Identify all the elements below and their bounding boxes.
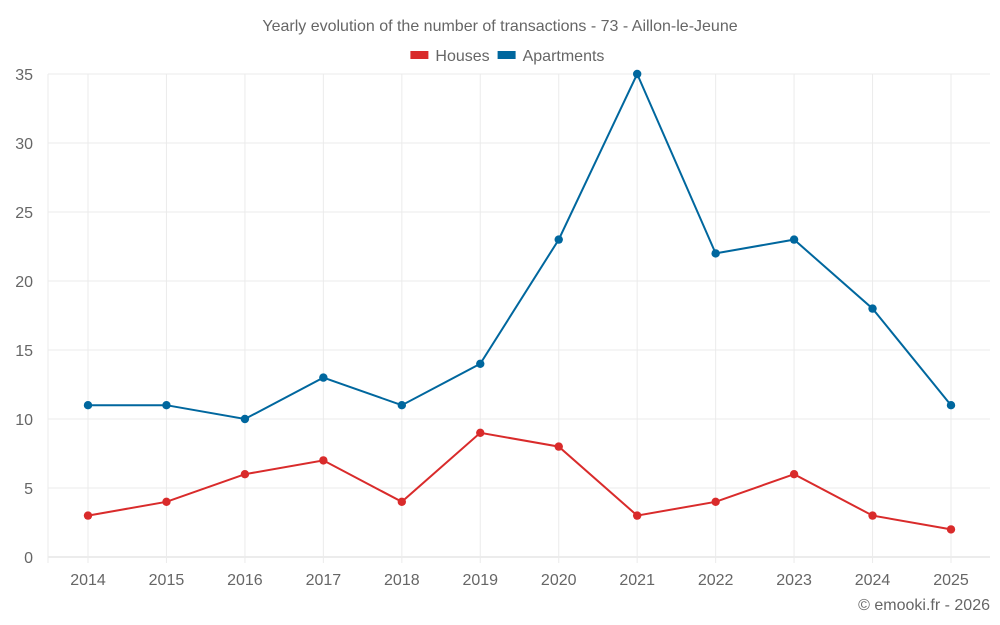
series-lines: [83, 69, 956, 534]
x-tick-label: 2023: [776, 572, 812, 589]
data-point[interactable]: [868, 511, 877, 520]
y-tick-label: 0: [24, 550, 33, 567]
data-point[interactable]: [397, 401, 407, 410]
series-line: [87, 431, 952, 531]
data-point[interactable]: [83, 401, 93, 410]
legend: Houses Apartments: [410, 48, 604, 65]
grid: [47, 73, 990, 563]
x-tick-label: 2015: [149, 572, 185, 589]
legend-label: Apartments: [523, 48, 605, 65]
data-point[interactable]: [789, 235, 799, 244]
x-tick-label: 2016: [227, 572, 263, 589]
x-tick-label: 2018: [384, 572, 420, 589]
chart-title: Yearly evolution of the number of transa…: [262, 18, 737, 35]
legend-item-houses[interactable]: Houses: [410, 48, 490, 65]
data-point[interactable]: [946, 525, 956, 534]
x-tick-label: 2019: [462, 572, 498, 589]
x-axis: 2014 2015 2016 2017 2018 2019 2020 2021 2022 2023…: [70, 572, 969, 589]
data-point[interactable]: [476, 359, 485, 368]
y-tick-label: 5: [24, 481, 33, 498]
y-tick-label: 25: [15, 205, 33, 222]
x-tick-label: 2025: [933, 572, 969, 589]
data-point[interactable]: [946, 401, 956, 410]
data-point[interactable]: [868, 304, 877, 313]
series-line: [88, 71, 952, 421]
y-axis: 0 5 10 15 20 25 30 35: [15, 67, 33, 567]
x-tick-label: 2020: [541, 572, 577, 589]
data-point[interactable]: [319, 373, 328, 382]
data-point[interactable]: [476, 428, 485, 437]
data-point[interactable]: [83, 511, 93, 520]
data-point[interactable]: [162, 497, 171, 506]
credit-text: © emooki.fr - 2026: [858, 597, 990, 614]
x-tick-label: 2014: [70, 572, 106, 589]
data-point[interactable]: [554, 442, 563, 451]
x-tick-label: 2022: [698, 572, 734, 589]
data-point[interactable]: [240, 470, 250, 479]
y-tick-label: 35: [15, 67, 33, 84]
y-tick-label: 30: [15, 136, 33, 153]
data-point[interactable]: [319, 456, 328, 465]
data-point[interactable]: [632, 69, 642, 79]
x-tick-label: 2024: [855, 572, 891, 589]
data-point[interactable]: [711, 497, 720, 506]
data-point[interactable]: [397, 497, 407, 506]
legend-swatch: [497, 51, 516, 59]
y-tick-label: 20: [15, 274, 33, 291]
data-point[interactable]: [711, 249, 720, 258]
y-tick-label: 10: [15, 412, 33, 429]
data-point[interactable]: [632, 511, 642, 520]
y-tick-label: 15: [15, 343, 33, 360]
data-point[interactable]: [789, 470, 799, 479]
data-point[interactable]: [554, 235, 563, 244]
legend-swatch: [410, 51, 429, 59]
data-point[interactable]: [162, 401, 171, 410]
series-apartments: [83, 69, 956, 424]
x-tick-label: 2017: [306, 572, 342, 589]
legend-item-apartments[interactable]: Apartments: [497, 48, 605, 65]
data-point[interactable]: [240, 414, 250, 424]
legend-label: Houses: [435, 48, 489, 65]
series-houses: [83, 428, 956, 534]
x-tick-label: 2021: [619, 572, 655, 589]
